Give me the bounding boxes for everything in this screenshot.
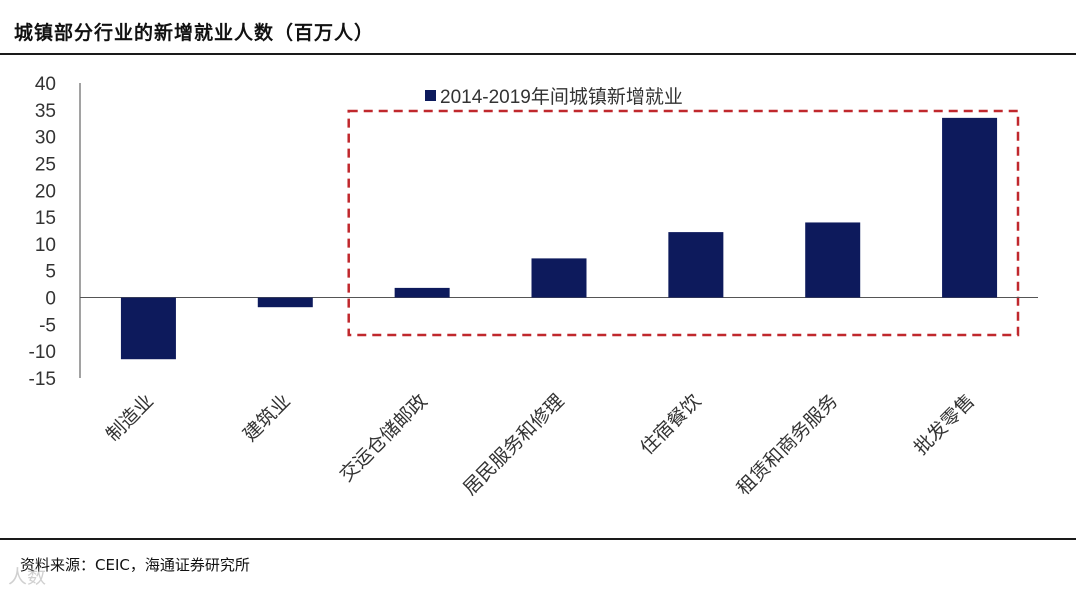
bar <box>531 258 587 298</box>
y-tick-label: 5 <box>45 262 56 283</box>
y-tick-label: 25 <box>35 154 56 175</box>
bar <box>120 297 176 360</box>
x-category-label: 租赁和商务服务 <box>733 390 843 500</box>
y-tick-label: 30 <box>35 128 56 149</box>
x-category-label: 居民服务和修理 <box>459 390 569 500</box>
y-tick-label: 40 <box>35 74 56 95</box>
legend-swatch <box>425 90 436 101</box>
bottom-rule <box>0 538 1076 540</box>
y-tick-label: 0 <box>45 289 56 310</box>
y-tick-label: -5 <box>39 315 56 336</box>
x-category-label: 制造业 <box>102 390 158 446</box>
y-tick-label: -10 <box>29 342 56 363</box>
bar-chart: 40 35 30 25 20 15 10 5 0 -5 -10 -15 制造业 建筑业 交运仓储邮政 居民服务… <box>29 74 1038 500</box>
bar <box>257 297 313 308</box>
y-tick-label: 20 <box>35 181 56 202</box>
legend-label: 2014-2019年间城镇新增就业 <box>440 86 683 108</box>
x-category-label: 交运仓储邮政 <box>336 390 432 486</box>
x-category-label: 建筑业 <box>239 390 295 446</box>
source-note: 资料来源：CEIC，海通证券研究所 <box>20 556 250 574</box>
bar <box>668 232 724 298</box>
bar <box>942 117 998 298</box>
y-tick-label: -15 <box>29 369 56 390</box>
y-tick-label: 35 <box>35 101 56 122</box>
x-category-label: 批发零售 <box>910 390 979 459</box>
top-rule <box>0 53 1076 55</box>
highlight-box <box>347 109 1020 337</box>
chart-title: 城镇部分行业的新增就业人数（百万人） <box>14 22 375 44</box>
bar <box>394 287 450 298</box>
y-tick-label: 15 <box>35 208 56 229</box>
y-tick-label: 10 <box>35 235 56 256</box>
x-category-label: 住宿餐饮 <box>636 390 705 459</box>
bar <box>805 222 861 298</box>
